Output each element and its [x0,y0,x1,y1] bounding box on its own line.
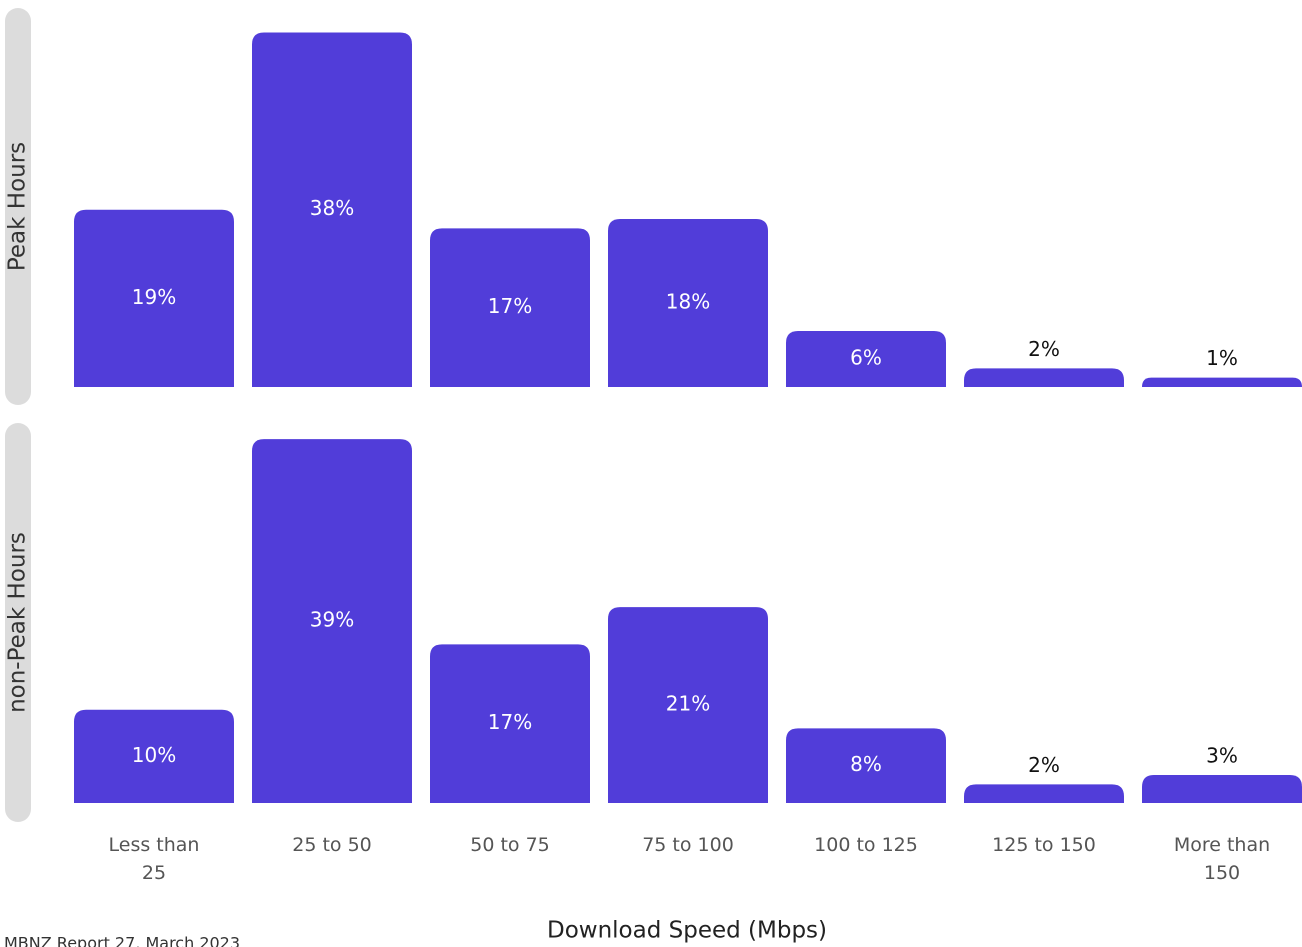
data-label: 2% [1028,753,1060,777]
facet-strip [5,8,31,405]
x-tick-label: More than 150 [1173,834,1271,884]
bar [430,228,590,387]
data-label: 17% [488,710,532,734]
bar [74,709,234,803]
data-label: 18% [666,290,710,314]
bar [964,368,1124,387]
x-tick-label: 75 to 100 [642,834,734,856]
bar [430,644,590,803]
bar [1142,377,1302,387]
data-label: 19% [132,285,176,309]
bar [252,32,412,388]
data-label: 10% [132,743,176,767]
bar [74,209,234,387]
source-note: MBNZ Report 27, March 2023 [4,934,240,947]
bar [608,607,768,803]
bar [608,219,768,387]
x-tick-label: 25 to 50 [292,834,372,856]
facet-strip [5,423,31,822]
data-label: 6% [850,346,882,370]
facet-label: non-Peak Hours [5,532,31,713]
bar [252,439,412,803]
x-axis-title: Download Speed (Mbps) [547,918,827,944]
data-label: 8% [850,752,882,776]
data-label: 38% [310,196,354,220]
bar [786,331,946,387]
data-label: 21% [666,692,710,716]
bar [786,728,946,803]
data-label: 3% [1206,744,1238,768]
bar [964,784,1124,803]
data-label: 1% [1206,346,1238,370]
x-tick-label: 100 to 125 [814,834,918,856]
data-label: 39% [310,608,354,632]
bar [1142,775,1302,803]
x-tick-label: 50 to 75 [470,834,550,856]
data-label: 17% [488,294,532,318]
facet-label: Peak Hours [5,142,31,271]
x-tick-label: 125 to 150 [992,834,1096,856]
data-label: 2% [1028,337,1060,361]
x-tick-label: Less than 25 [108,834,200,884]
